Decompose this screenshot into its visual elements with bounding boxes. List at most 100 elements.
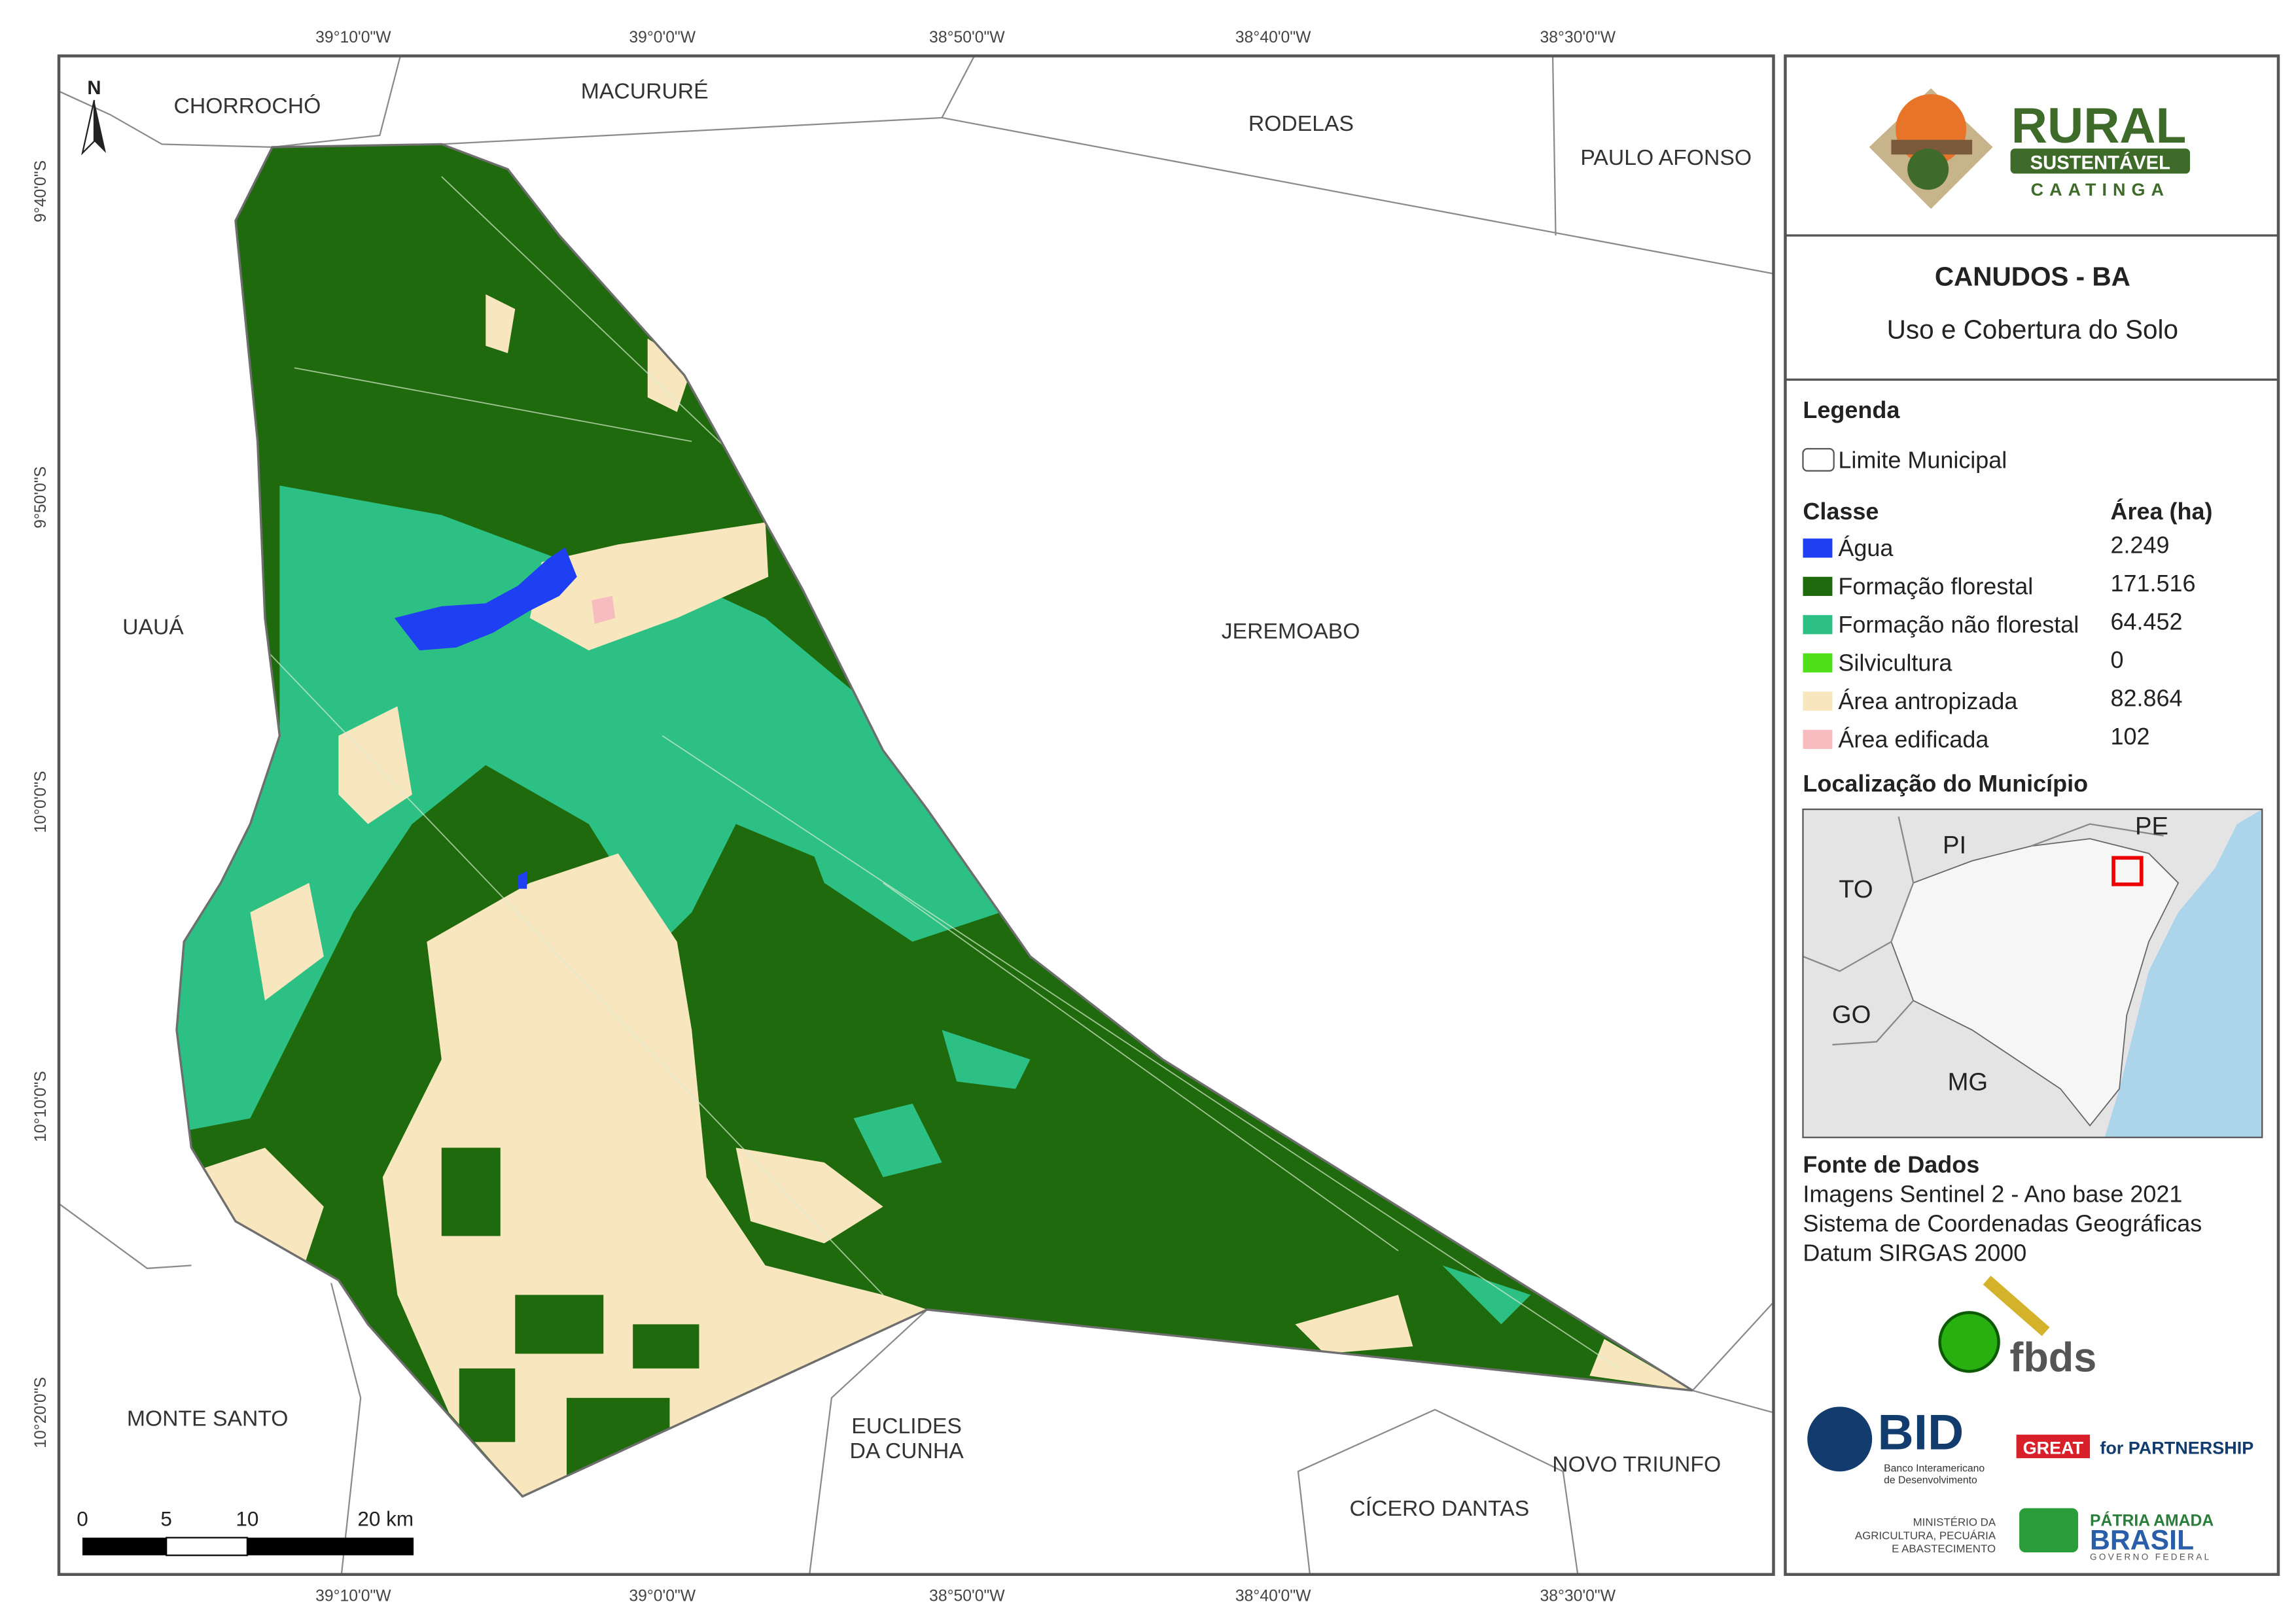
legend-class-area: 0: [2111, 646, 2124, 673]
road: [441, 176, 766, 486]
land-cover-patch: [1442, 1265, 1531, 1325]
land-cover-patch: [765, 618, 1001, 942]
rural-logo-emblem: [1869, 88, 2191, 209]
land-cover-patch: [1589, 1338, 1693, 1391]
longitude-label: 38°40'0"W: [1235, 29, 1311, 46]
municipality-label: NOVO TRIUNFO: [1552, 1452, 1721, 1476]
municipality-label: JEREMOABO: [1222, 619, 1360, 644]
logo-tree: [1907, 148, 1949, 190]
legend-class-area: 2.249: [2111, 532, 2170, 559]
municipality-label: RODELAS: [1248, 111, 1354, 136]
longitude-label: 39°10'0"W: [315, 1587, 391, 1605]
brasil-logo: BRASIL: [2090, 1525, 2194, 1556]
municipality-label: MACURURÉ: [581, 79, 709, 104]
land-cover-patch: [459, 1368, 516, 1442]
logo-band: [2010, 148, 2191, 174]
municipality-label: UAUÁ: [122, 614, 184, 639]
governo-logo: GOVERNO FEDERAL: [2090, 1552, 2211, 1562]
land-cover-patch: [942, 1030, 1031, 1089]
fbds-bar: [1983, 1276, 2050, 1336]
longitude-label: 38°50'0"W: [929, 1587, 1005, 1605]
latitude-label: 10°20'0"S: [32, 1377, 50, 1448]
latitude-label: 9°50'0"S: [32, 466, 50, 529]
legend-swatch: [1803, 729, 1833, 749]
north-label: N: [87, 78, 101, 99]
legend-class-area: 64.452: [2111, 608, 2183, 635]
boundary-line: [272, 56, 401, 148]
logo-ground: [1891, 139, 1973, 155]
boundary-line: [1551, 56, 1557, 236]
land-cover-patch: [1295, 1295, 1413, 1354]
inset-ocean: [2104, 809, 2263, 1138]
map-frame: [57, 54, 1775, 1577]
boundary-line: [1691, 1301, 1774, 1391]
land-cover-patch: [529, 522, 769, 651]
longitude-label: 39°0'0"W: [629, 29, 696, 46]
boundary-line: [59, 1203, 192, 1270]
boundary-swatch: [1802, 447, 1835, 472]
bid-name: de Desenvolvimento: [1884, 1475, 1977, 1486]
scale-label: 20 km: [357, 1507, 414, 1531]
land-cover-patch: [515, 1295, 604, 1354]
legend-swatch: [1803, 691, 1833, 711]
legend-area-header: Área (ha): [2111, 498, 2213, 525]
road: [294, 367, 692, 442]
great-logo: GREAT: [2023, 1438, 2084, 1457]
sources-line: Datum SIRGAS 2000: [1803, 1240, 2026, 1266]
legend-swatch: [1803, 576, 1833, 596]
land-cover-patch: [735, 1147, 883, 1244]
municipality-label: MONTE SANTO: [127, 1406, 289, 1431]
land-cover-patch: [592, 595, 616, 624]
fbds-logo: fbds: [2009, 1335, 2096, 1380]
land-cover-patch: [853, 1103, 942, 1178]
location-inset: [1802, 809, 2263, 1138]
great-box: [2016, 1435, 2091, 1459]
inset-state-label: PE: [2135, 812, 2168, 840]
longitude-label: 38°40'0"W: [1235, 1587, 1311, 1605]
north-arrow: [81, 99, 106, 156]
land-cover-patch: [518, 871, 527, 889]
sources-title: Fonte de Dados: [1803, 1151, 1979, 1178]
legend-class-area: 171.516: [2111, 570, 2196, 597]
municipality-label: CHORROCHÓ: [174, 94, 321, 118]
legend-swatch: [1803, 653, 1833, 672]
ministry-logo: E ABASTECIMENTO: [1892, 1543, 1996, 1555]
inset-state-line: [2030, 823, 2164, 847]
legend-class-name: Silvicultura: [1838, 650, 1952, 676]
scale-segment: [247, 1537, 414, 1556]
map-title: CANUDOS - BA: [1935, 261, 2130, 291]
longitude-label: 38°30'0"W: [1540, 1587, 1616, 1605]
longitude-label: 39°10'0"W: [315, 29, 391, 46]
boundary-line: [1297, 1408, 1579, 1575]
legend-class-name: Área edificada: [1838, 726, 1988, 753]
fbds-emblem: [1938, 1311, 2000, 1373]
inset-state-label: TO: [1839, 875, 1873, 903]
boundary-line: [942, 116, 1774, 275]
road: [235, 618, 884, 1296]
inset-frame: [1802, 809, 2263, 1138]
inset-state-line: [1832, 1000, 1914, 1046]
logo-region: CAATINGA: [2031, 180, 2170, 200]
latitude-label: 9°40'0"S: [32, 160, 50, 222]
municipality-label: DA CUNHA: [849, 1439, 964, 1463]
legend-title: Legenda: [1803, 396, 1900, 423]
sources-line: Sistema de Coordenadas Geográficas: [1803, 1210, 2202, 1237]
municipality-label: CÍCERO DANTAS: [1349, 1496, 1529, 1521]
legend-class-area: 82.864: [2111, 685, 2183, 712]
legend-class-name: Formação florestal: [1838, 573, 2033, 600]
legend-swatch: [1803, 615, 1833, 635]
legend-class-name: Formação não florestal: [1838, 611, 2079, 638]
side-panel: [1784, 54, 2280, 1577]
latitude-label: 10°10'0"S: [32, 1071, 50, 1142]
legend-class-name: Água: [1838, 534, 1893, 561]
inset-state-label: MG: [1948, 1068, 1988, 1096]
land-cover-patch: [633, 1324, 699, 1369]
bid-emblem: [1807, 1406, 1873, 1472]
longitude-label: 38°30'0"W: [1540, 29, 1616, 46]
ministry-logo: MINISTÉRIO DA: [1913, 1516, 1996, 1529]
road: [883, 882, 1399, 1251]
land-cover-patch: [394, 547, 577, 651]
latitude-label: 10°0'0"S: [32, 771, 50, 833]
longitude-label: 38°50'0"W: [929, 29, 1005, 46]
